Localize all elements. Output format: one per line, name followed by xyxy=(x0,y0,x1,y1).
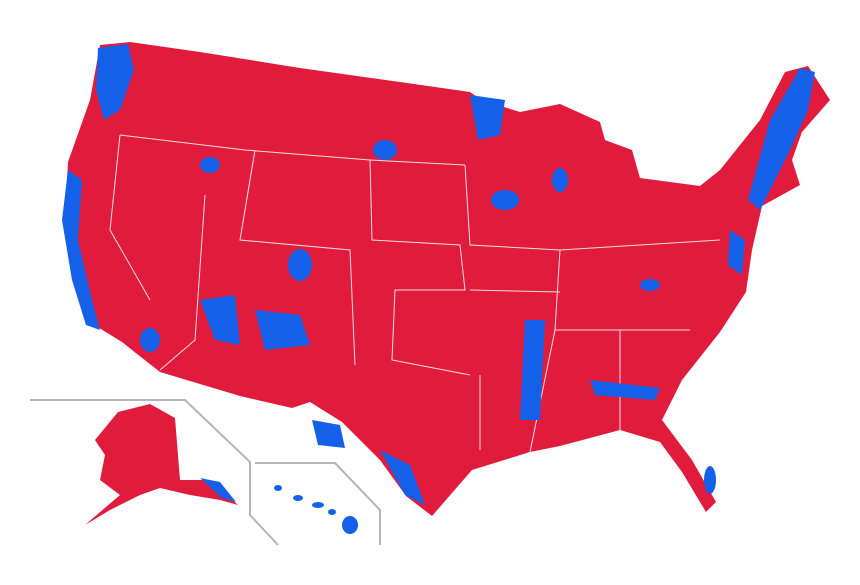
alaska-blue xyxy=(200,478,236,502)
hawaii-inset-border xyxy=(255,462,381,545)
county-cluster xyxy=(552,168,568,192)
county-cluster xyxy=(96,44,134,120)
county-cluster xyxy=(288,249,312,281)
blue-counties xyxy=(62,44,815,505)
county-cluster xyxy=(312,420,345,448)
island xyxy=(342,516,358,534)
county-cluster xyxy=(520,320,545,420)
island xyxy=(312,502,324,508)
county-cluster xyxy=(200,295,240,345)
county-cluster xyxy=(728,230,745,275)
county-cluster xyxy=(491,190,519,210)
county-cluster xyxy=(373,140,397,160)
state-borders xyxy=(109,134,721,453)
county-cluster xyxy=(748,68,815,210)
island xyxy=(293,495,303,501)
county-cluster xyxy=(140,328,160,352)
state-border xyxy=(109,134,721,453)
island xyxy=(328,509,336,515)
inset-borders xyxy=(30,399,381,546)
county-cluster xyxy=(590,380,660,400)
county-cluster xyxy=(470,95,505,140)
alaska-shape xyxy=(85,404,238,525)
hawaii xyxy=(274,485,358,534)
county-cluster xyxy=(62,170,100,330)
contiguous-us xyxy=(62,42,830,516)
alaska xyxy=(85,404,238,525)
county-cluster xyxy=(255,310,310,350)
county-cluster xyxy=(704,466,716,494)
county-cluster xyxy=(640,279,660,291)
county-cluster xyxy=(380,450,425,505)
county-cluster xyxy=(200,157,220,173)
mainland xyxy=(64,42,830,516)
alaska-inset-border xyxy=(30,399,279,546)
island xyxy=(274,485,282,491)
